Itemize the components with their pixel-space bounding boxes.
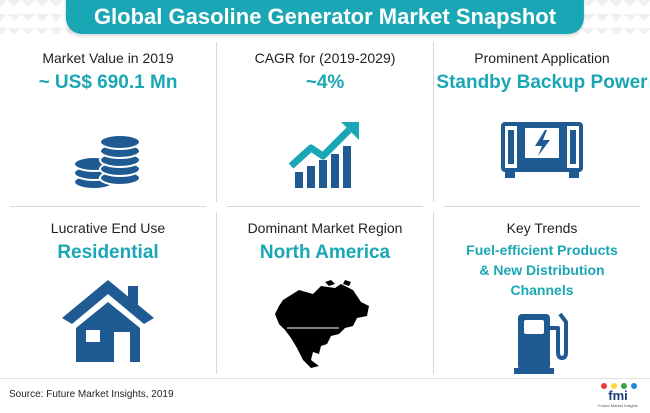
card-label: Lucrative End Use xyxy=(50,220,166,236)
card-label: Key Trends xyxy=(506,220,578,236)
market-value-card: Market Value in 2019 ~ US$ 690.1 Mn xyxy=(0,38,216,208)
page-title: Global Gasoline Generator Market Snapsho… xyxy=(93,4,557,29)
title-banner: Global Gasoline Generator Market Snapsho… xyxy=(65,0,585,34)
logo-subtext: Future Market Insights xyxy=(598,403,638,408)
application-card: Prominent Application Standby Backup Pow… xyxy=(434,38,650,208)
card-value: Fuel-efficient Products & New Distributi… xyxy=(466,240,618,300)
card-label: Dominant Market Region xyxy=(247,220,403,236)
divider xyxy=(216,42,217,202)
card-value: Standby Backup Power xyxy=(436,72,648,93)
source-note: Source: Future Market Insights, 2019 xyxy=(9,389,174,400)
fuel-pump-icon xyxy=(514,312,568,374)
divider xyxy=(227,206,423,207)
logo-text: fmi xyxy=(608,388,628,403)
card-value: ~4% xyxy=(305,72,345,93)
generator-icon xyxy=(501,122,583,178)
divider xyxy=(433,42,434,202)
trends-card: Key Trends Fuel-efficient Products & New… xyxy=(434,208,650,378)
footer: Source: Future Market Insights, 2019 fmi… xyxy=(0,378,650,410)
card-label: Market Value in 2019 xyxy=(42,50,174,66)
trend-line: & New Distribution xyxy=(479,262,605,278)
region-card: Dominant Market Region North America xyxy=(217,208,433,378)
card-label: CAGR for (2019-2029) xyxy=(254,50,396,66)
house-icon xyxy=(62,280,154,362)
divider xyxy=(216,212,217,374)
card-value: ~ US$ 690.1 Mn xyxy=(38,72,178,93)
divider xyxy=(444,206,640,207)
trend-line: Channels xyxy=(510,282,574,298)
north-america-map-icon xyxy=(275,280,369,368)
fmi-logo: fmi Future Market Insights xyxy=(594,382,642,408)
coin-stack-icon xyxy=(73,134,141,190)
card-value: Residential xyxy=(57,242,159,263)
trend-line: Fuel-efficient Products xyxy=(466,242,618,258)
growth-chart-icon xyxy=(288,122,359,188)
divider xyxy=(10,206,206,207)
fmi-logo-icon: fmi Future Market Insights xyxy=(598,383,638,408)
cagr-card: CAGR for (2019-2029) ~4% xyxy=(217,38,433,208)
end-use-card: Lucrative End Use Residential xyxy=(0,208,216,378)
snapshot-grid: Market Value in 2019 ~ US$ 690.1 Mn CAGR… xyxy=(0,38,650,378)
card-value: North America xyxy=(259,242,391,263)
card-label: Prominent Application xyxy=(474,50,610,66)
divider xyxy=(433,212,434,374)
